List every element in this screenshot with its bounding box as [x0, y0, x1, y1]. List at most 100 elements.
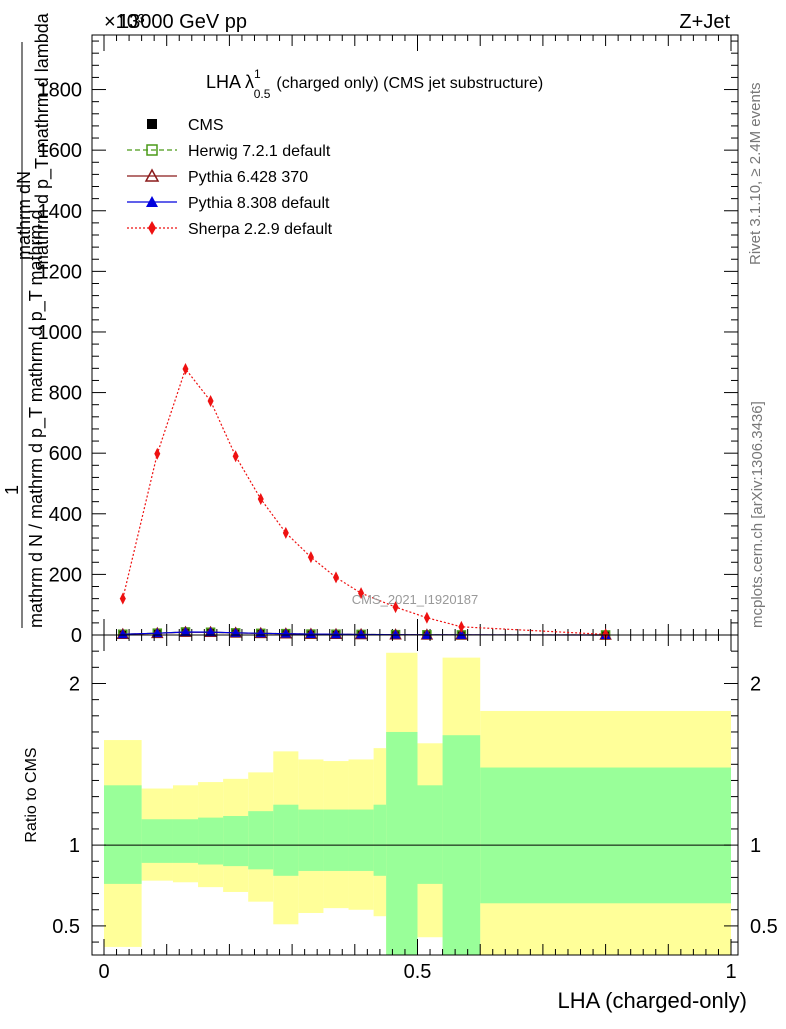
main-y-label-line-1: mathrm d N / mathrm d p_T mathrm d p_T m… — [26, 210, 47, 628]
data-point-pythia-8-308-default — [390, 629, 401, 639]
ratio-y-tick-label-right: 1 — [750, 835, 761, 857]
data-point-sherpa-2-2-9-default — [182, 362, 189, 375]
ratio-stat-band — [323, 809, 349, 871]
rivet-label: Rivet 3.1.10, ≥ 2.4M events — [747, 83, 764, 266]
ratio-y-tick-label-right: 0.5 — [750, 916, 778, 938]
data-point-pythia-8-308-default — [305, 629, 316, 639]
ratio-panel-frame — [91, 634, 739, 956]
legend-entry-sherpa-2-2-9-default: Sherpa 2.2.9 default — [127, 221, 333, 238]
legend: CMS Herwig 7.2.1 default Pythia 6.428 370 P… — [127, 117, 333, 238]
data-point-sherpa-2-2-9-default — [282, 526, 289, 539]
main-y-label-line-2: mathrm dN — [14, 171, 34, 260]
ratio-x-ticks: 0 0.5 1 — [98, 635, 737, 983]
data-point-sherpa-2-2-9-default — [207, 395, 214, 408]
main-y-tick-label: 800 — [49, 383, 82, 405]
chart-title: LHA λ1 0.5 (charged only) (CMS jet substru… — [206, 67, 543, 101]
data-point-sherpa-2-2-9-default — [332, 571, 339, 584]
ratio-y-tick-label-right: 2 — [750, 673, 761, 695]
data-point-pythia-8-308-default — [330, 629, 341, 639]
series-line-sherpa-2-2-9-default — [122, 367, 606, 635]
series-sherpa-2-2-9-default — [119, 362, 609, 641]
main-y-tick-label: 0 — [71, 625, 82, 647]
main-y-tick-label: 600 — [49, 443, 82, 465]
ratio-y-ticks: 0.5 0.5 1 1 2 2 — [52, 650, 778, 943]
data-point-pythia-8-308-default — [356, 629, 367, 639]
legend-marker — [146, 196, 158, 207]
data-point-sherpa-2-2-9-default — [154, 447, 161, 460]
ratio-y-label: Ratio to CMS — [23, 747, 40, 842]
data-point-pythia-8-308-default — [117, 629, 128, 639]
x-tick-label: 1 — [725, 961, 736, 983]
chart-title-rest: (charged only) (CMS jet substructure) — [276, 75, 543, 92]
ratio-stat-band — [480, 767, 731, 904]
legend-marker — [147, 119, 157, 129]
legend-entry-cms: CMS — [147, 117, 224, 134]
main-y-tick-label: 1000 — [38, 322, 83, 344]
legend-marker — [146, 144, 158, 156]
data-point-sherpa-2-2-9-default — [423, 611, 430, 624]
ratio-y-tick-label: 1 — [69, 835, 80, 857]
legend-label: Herwig 7.2.1 default — [188, 143, 331, 160]
data-point-pythia-8-308-default — [421, 629, 432, 639]
ratio-stat-band — [386, 731, 418, 955]
x-axis-label: LHA (charged-only) — [557, 988, 747, 1013]
legend-label: CMS — [188, 117, 224, 134]
ratio-y-tick-label: 2 — [69, 673, 80, 695]
ratio-stat-band — [104, 785, 142, 884]
legend-entry-pythia-6-428-370: Pythia 6.428 370 — [127, 168, 308, 186]
ratio-stat-band — [348, 809, 374, 871]
legend-label: Pythia 8.308 default — [188, 195, 330, 212]
legend-marker — [144, 168, 160, 182]
data-point-pythia-8-308-default — [456, 629, 467, 639]
x-tick-label: 0.5 — [404, 961, 432, 983]
process-label: Z+Jet — [679, 11, 730, 33]
chart-title-main: LHA λ — [206, 72, 254, 92]
legend-entry-herwig-7-2-1-default: Herwig 7.2.1 default — [127, 143, 331, 160]
chart-title-sub: 0.5 — [254, 87, 271, 101]
data-point-sherpa-2-2-9-default — [232, 450, 239, 463]
data-point-pythia-8-308-default — [205, 627, 216, 637]
exponent-label: ×10³ — [104, 11, 145, 33]
legend-label: Sherpa 2.2.9 default — [188, 221, 333, 238]
data-point-pythia-8-308-default — [180, 626, 191, 636]
ratio-stat-band — [172, 819, 199, 863]
legend-marker — [148, 221, 156, 235]
data-point-sherpa-2-2-9-default — [119, 592, 126, 605]
x-tick-label: 0 — [98, 961, 109, 983]
main-y-tick-label: 1600 — [38, 140, 83, 162]
main-y-tick-label: 400 — [49, 504, 82, 526]
main-y-label-numerator: 1 — [2, 485, 22, 495]
ratio-stat-band — [298, 809, 324, 871]
legend-label: Pythia 6.428 370 — [188, 169, 308, 186]
energy-label: 13000 GeV pp — [118, 11, 247, 33]
main-y-tick-label: 1400 — [38, 201, 83, 223]
ratio-stat-band — [223, 816, 249, 867]
ratio-stat-band — [141, 819, 173, 863]
ratio-stat-band — [373, 804, 387, 876]
main-y-axis-label: mathrm d N / mathrm d p_T mathrm d p_T m… — [2, 12, 53, 628]
mcplots-label: mcplots.cern.ch [arXiv:1306.3436] — [749, 401, 766, 628]
ratio-bands — [104, 652, 731, 955]
watermark: CMS_2021_I1920187 — [352, 592, 479, 607]
ratio-stat-band — [417, 785, 443, 884]
main-y-tick-label: 1800 — [38, 80, 83, 102]
ratio-stat-band — [273, 804, 299, 876]
legend-entry-pythia-8-308-default: Pythia 8.308 default — [127, 195, 330, 212]
ratio-y-tick-label: 0.5 — [52, 916, 80, 938]
main-y-label-line-3: mathrm d p_T mathrm d lambda — [32, 12, 53, 270]
ratio-stat-band — [248, 811, 274, 870]
data-point-sherpa-2-2-9-default — [307, 551, 314, 564]
data-point-sherpa-2-2-9-default — [458, 620, 465, 633]
data-point-sherpa-2-2-9-default — [392, 601, 399, 614]
chart-title-sup: 1 — [254, 67, 261, 81]
data-point-sherpa-2-2-9-default — [602, 628, 609, 641]
ratio-stat-band — [198, 817, 224, 865]
data-point-sherpa-2-2-9-default — [257, 492, 264, 505]
data-point-sherpa-2-2-9-default — [358, 587, 365, 600]
main-y-tick-label: 1200 — [38, 261, 83, 283]
main-y-tick-label: 200 — [49, 564, 82, 586]
main-y-ticks: 0 200 400 600 800 1000 1200 1400 1600 1800 — [38, 40, 738, 647]
main-x-ticks — [103, 35, 732, 635]
